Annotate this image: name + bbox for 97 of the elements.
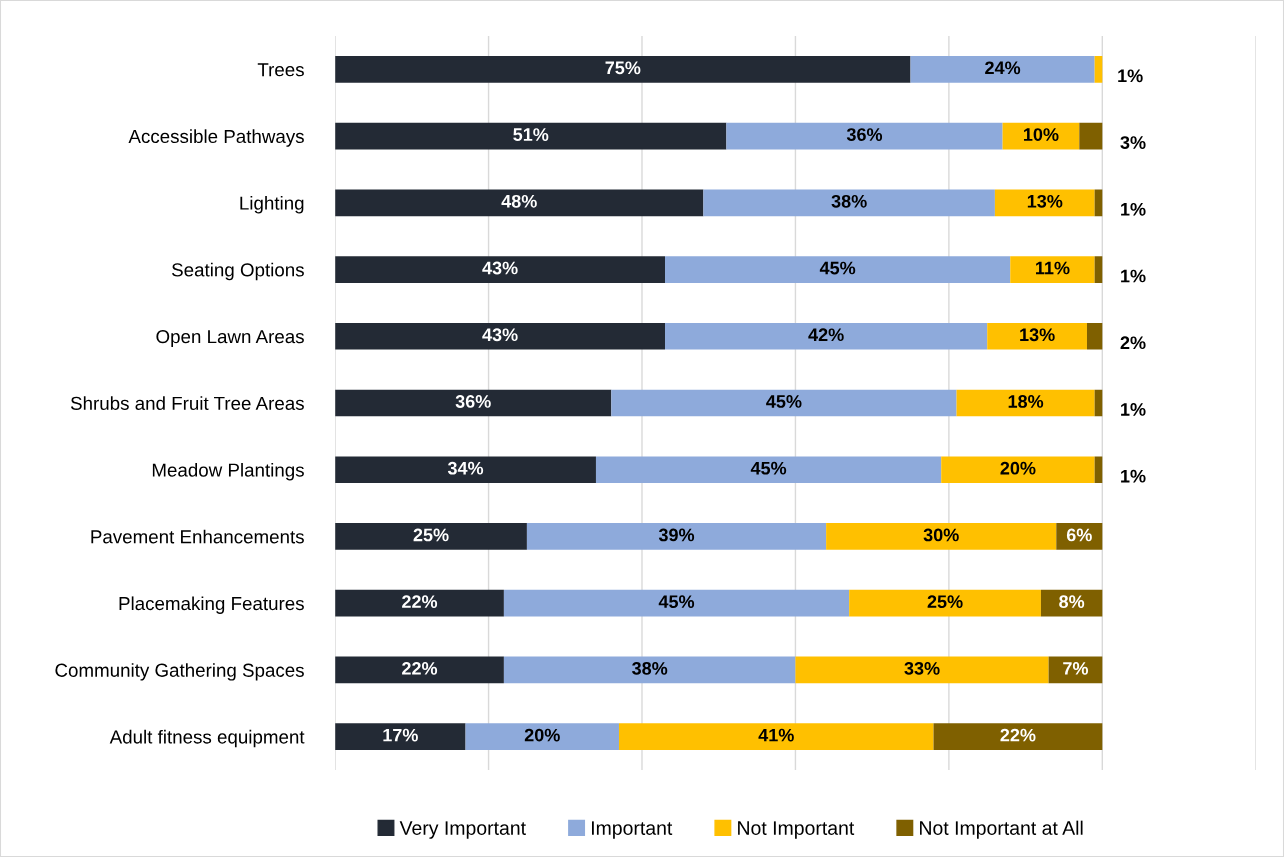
bar [795, 656, 1049, 684]
data-label: 48% [501, 194, 537, 208]
bar [994, 189, 1095, 217]
y-tick-label: Pavement Enhancements [91, 529, 304, 544]
bar [1094, 256, 1103, 283]
data-label: 10% [1024, 128, 1059, 141]
bar [665, 256, 1011, 283]
bar [703, 189, 995, 217]
data-label: 41% [758, 728, 794, 742]
data-label: 1% [1121, 202, 1146, 216]
bar [335, 122, 727, 150]
y-tick-label: Community Gathering Spaces [55, 663, 304, 681]
bar [665, 322, 988, 350]
bar [618, 723, 934, 750]
data-label: 1% [1121, 469, 1146, 483]
legend-label: Very Important [399, 821, 526, 839]
bar [933, 723, 1103, 750]
bar [726, 122, 1003, 150]
bar [335, 456, 596, 484]
data-label: 13% [1027, 194, 1063, 208]
data-label: 25% [927, 595, 963, 609]
data-label: 43% [482, 328, 518, 342]
y-tick-label: Open Lawn Areas [156, 329, 304, 347]
bar [987, 322, 1087, 350]
bar [335, 322, 666, 350]
bar [1040, 589, 1103, 617]
y-tick-label: Shrubs and Fruit Tree Areas [70, 396, 304, 410]
bar [526, 523, 827, 550]
y-tick-label: Accessible Pathways [128, 129, 304, 147]
bar [335, 723, 466, 750]
bar [1010, 256, 1095, 283]
data-label: 22% [402, 595, 438, 608]
data-label: 8% [1059, 595, 1085, 609]
bar [849, 589, 1041, 617]
legend-label: Not Important [738, 821, 855, 839]
data-label: 20% [1000, 461, 1036, 475]
data-label: 45% [819, 261, 856, 275]
data-label: 1% [1121, 403, 1146, 416]
data-label: 45% [766, 395, 802, 408]
y-tick-label: Trees [257, 63, 304, 77]
data-label: 33% [904, 661, 940, 675]
y-tick-label: Meadow Plantings [152, 462, 304, 481]
bar [335, 523, 527, 550]
bar [1094, 456, 1103, 484]
data-label: 38% [632, 661, 668, 675]
bar [335, 589, 504, 617]
bar [335, 56, 911, 83]
data-label: 30% [923, 528, 959, 542]
data-label: 38% [831, 194, 867, 208]
bar [595, 456, 942, 484]
data-label: 6% [1066, 528, 1092, 542]
data-label: 18% [1008, 395, 1044, 408]
data-label: 17% [383, 728, 418, 742]
data-label: 45% [658, 595, 695, 609]
data-label: 11% [1036, 261, 1070, 275]
bar [1094, 189, 1103, 217]
bar [335, 189, 704, 217]
bar [941, 456, 1095, 484]
data-label: 13% [1020, 328, 1055, 342]
bar [503, 589, 850, 617]
bar [503, 656, 796, 684]
data-label: 7% [1063, 662, 1089, 675]
bar [335, 256, 666, 283]
y-tick-label: Lighting [240, 196, 304, 214]
bar [1086, 322, 1103, 350]
data-label: 42% [808, 328, 844, 342]
data-label: 2% [1120, 336, 1146, 350]
y-tick-label: Adult fitness equipment [109, 729, 305, 748]
bar [956, 389, 1095, 417]
data-label: 1% [1118, 69, 1143, 83]
data-label: 36% [455, 395, 491, 408]
data-label: 34% [447, 461, 484, 475]
y-tick-label: Seating Options [172, 262, 304, 281]
data-label: 43% [482, 261, 518, 275]
data-label: 36% [846, 128, 883, 141]
data-label: 39% [658, 528, 695, 542]
legend-label: Important [591, 821, 673, 839]
bar [611, 389, 957, 417]
data-label: 3% [1120, 136, 1146, 149]
data-label: 25% [413, 528, 449, 542]
bar [335, 389, 612, 417]
bar [910, 56, 1095, 83]
data-label: 20% [524, 728, 560, 742]
y-tick-label: Placemaking Features [119, 596, 304, 614]
bar [1079, 122, 1103, 150]
data-label: 22% [1000, 728, 1036, 742]
bar [1094, 56, 1103, 83]
data-label: 75% [605, 61, 641, 75]
data-label: 24% [985, 61, 1021, 75]
legend-label: Not Important at All [920, 820, 1083, 839]
data-label: 51% [513, 128, 549, 141]
data-label: 22% [402, 661, 438, 675]
data-label: 45% [750, 461, 787, 475]
bar [826, 523, 1057, 550]
data-label: 1% [1121, 269, 1146, 283]
bar [465, 723, 619, 750]
bar [335, 656, 504, 684]
